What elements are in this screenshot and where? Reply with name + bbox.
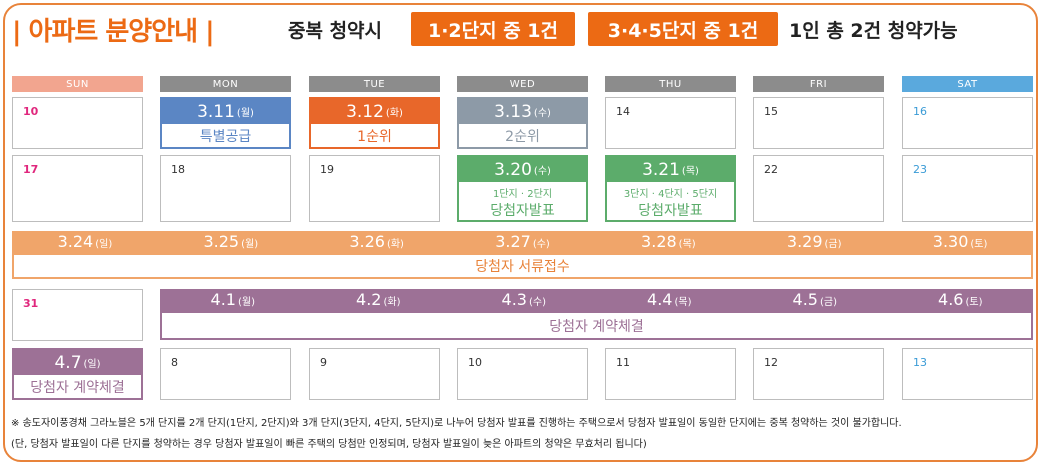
contract-final-day-event: 4.7 (일) 당첨자 계약체결 [12,348,143,400]
bar-date: 4.4 (목) [647,290,692,309]
bar-date: 4.3 (수) [501,290,546,309]
document-submission-date-bar: 3.24 (일) 3.25 (월) 3.26 (화) 3.27 (수) 3.28 (목) … [12,231,1033,253]
bar-date: 4.5 (금) [792,290,837,309]
special-supply-event: 3.11 (월) 특별공급 [160,97,291,149]
bar-date: 3.24 (일) [57,232,113,251]
event-label: 1순위 [357,128,392,145]
complex-12-tag: 1·2단지 중 1건 [411,12,575,46]
date-number: 10 [468,356,482,369]
event-weekday: (목) [681,166,699,177]
bar-date: 4.1 (월) [210,290,255,309]
bar-date: 3.28 (목) [641,232,696,251]
day-header-sun: SUN [12,76,143,92]
calendar-cell: 31 [12,289,143,341]
bar-date: 4.6 (토) [938,290,983,309]
calendar-cell: 10 [12,97,143,149]
date-number: 15 [764,105,778,118]
first-priority-event: 3.12 (화) 1순위 [309,97,440,149]
bar-date: 3.30 (토) [932,232,988,251]
date-number: 31 [23,297,39,310]
event-weekday: (수) [533,166,551,177]
date-number: 16 [913,105,927,118]
day-header-thu: THU [605,76,736,92]
calendar-cell: 18 [160,155,291,222]
event-date: 3.13 [494,101,532,122]
footnote-line-1: ※ 송도자이풍경채 그라노블은 5개 단지를 2개 단지(1단지, 2단지)와 … [11,418,902,429]
calendar-cell: 10 [457,348,588,400]
date-number: 13 [913,356,927,369]
calendar-cell: 8 [160,348,291,400]
date-number: 22 [764,163,778,176]
event-complex-list: 1단지 · 2단지 [492,189,553,200]
event-date: 3.12 [346,101,384,122]
calendar-cell: 17 [12,155,143,222]
event-weekday: (일) [83,359,101,370]
bar-date: 3.26 (화) [349,232,404,251]
complex-345-tag: 3·4·5단지 중 1건 [588,12,778,46]
event-label: 당첨자발표 [490,203,555,219]
bar-date: 3.27 (수) [495,232,550,251]
winner-announcement-12-event: 3.20 (수) 1단지 · 2단지 당첨자발표 [457,155,588,222]
date-number: 9 [320,356,327,369]
event-label: 당첨자발표 [638,203,703,219]
footnote-line-2: (단, 당첨자 발표일이 다른 단지를 청약하는 경우 당첨자 발표일이 빠른 … [11,439,647,450]
event-date: 3.21 [642,159,680,180]
date-number: 17 [23,163,39,176]
second-priority-event: 3.13 (수) 2순위 [457,97,588,149]
calendar-cell: 9 [309,348,440,400]
calendar-cell: 12 [753,348,884,400]
total-limit-label: 1인 총 2건 청약가능 [789,19,958,42]
day-header-sat: SAT [902,76,1033,92]
event-complex-list: 3단지 · 4단지 · 5단지 [623,189,718,200]
event-date: 4.7 [54,352,82,373]
calendar-cell: 13 [902,348,1033,400]
date-number: 23 [913,163,927,176]
date-number: 11 [616,356,630,369]
page-title: | 아파트 분양안내 | [12,16,215,47]
document-submission-label: 당첨자 서류접수 [12,253,1033,279]
calendar-cell: 15 [753,97,884,149]
day-header-wed: WED [457,76,588,92]
date-number: 19 [320,163,334,176]
event-weekday: (수) [533,108,551,119]
day-header-tue: TUE [309,76,440,92]
event-weekday: (화) [385,108,403,119]
day-header-fri: FRI [753,76,884,92]
calendar-cell: 22 [753,155,884,222]
event-date: 3.11 [197,101,235,122]
contract-date-bar: 4.1 (월) 4.2 (화) 4.3 (수) 4.4 (목) 4.5 (금) 4.6 (토… [160,289,1033,311]
calendar-cell: 19 [309,155,440,222]
event-label: 특별공급 [199,128,252,145]
calendar-cell: 14 [605,97,736,149]
event-label: 2순위 [505,128,540,145]
event-date: 3.20 [494,159,532,180]
calendar-cell: 16 [902,97,1033,149]
date-number: 8 [171,356,178,369]
date-number: 12 [764,356,778,369]
calendar-cell: 23 [902,155,1033,222]
contract-label: 당첨자 계약체결 [160,311,1033,340]
day-header-mon: MON [160,76,291,92]
winner-announcement-345-event: 3.21 (목) 3단지 · 4단지 · 5단지 당첨자발표 [605,155,736,222]
bar-date: 3.29 (금) [786,232,842,251]
bar-date: 3.25 (월) [203,232,259,251]
event-weekday: (월) [236,108,254,119]
date-number: 10 [23,105,39,118]
date-number: 14 [616,105,630,118]
duplicate-subscription-label: 중복 청약시 [288,19,383,42]
outer-frame [3,3,1038,462]
date-number: 18 [171,163,185,176]
event-label: 당첨자 계약체결 [30,379,125,396]
calendar-cell: 11 [605,348,736,400]
bar-date: 4.2 (화) [356,290,401,309]
